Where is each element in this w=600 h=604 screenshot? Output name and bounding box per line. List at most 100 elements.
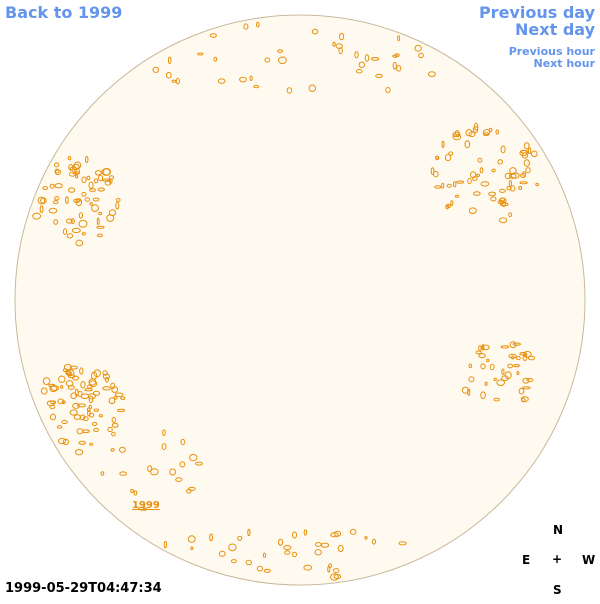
contour-168 [456, 180, 465, 184]
compass-east: E [522, 553, 531, 567]
contour-189 [495, 129, 499, 135]
contour-329 [119, 471, 127, 476]
contour-102 [89, 442, 93, 446]
contour-24 [75, 174, 79, 179]
contour-332 [119, 446, 126, 453]
contour-58 [66, 233, 74, 239]
contour-222 [516, 371, 520, 376]
contour-291 [230, 559, 237, 564]
contour-247 [521, 397, 526, 403]
contour-59 [84, 197, 91, 202]
contour-146 [509, 185, 516, 192]
contour-298 [303, 529, 308, 536]
contour-13 [54, 196, 60, 201]
contour-10 [67, 156, 72, 161]
contour-250 [484, 381, 488, 386]
contour-295 [349, 528, 357, 535]
contour-64 [40, 197, 47, 204]
contour-256 [339, 32, 345, 41]
contour-307 [283, 545, 292, 551]
contour-313 [330, 573, 339, 581]
contour-312 [228, 543, 237, 552]
contour-115 [40, 387, 48, 395]
contour-101 [89, 412, 95, 418]
contour-337 [133, 490, 138, 496]
observation-timestamp: 1999-05-29T04:47:34 [5, 581, 162, 596]
previous-hour-link[interactable]: Previous hour [508, 45, 595, 58]
contour-341 [195, 461, 203, 466]
contour-330 [130, 489, 135, 493]
contour-29 [115, 201, 120, 210]
contour-62 [32, 212, 41, 220]
contour-22 [39, 205, 44, 213]
contour-235 [496, 379, 506, 387]
contour-234 [511, 355, 515, 360]
contour-335 [161, 443, 167, 451]
contour-79 [72, 402, 80, 409]
contour-28 [96, 217, 100, 226]
contour-206 [510, 172, 520, 179]
contour-277 [249, 75, 253, 82]
previous-day-link[interactable]: Previous day [478, 3, 595, 22]
contour-232 [493, 397, 500, 402]
contour-78 [113, 396, 118, 400]
contour-139 [57, 398, 65, 405]
contour-72 [92, 390, 101, 396]
contour-240 [518, 387, 525, 395]
contour-301 [372, 538, 376, 545]
year-link[interactable]: 1999 [132, 500, 160, 511]
contour-17 [97, 187, 105, 192]
back-to-year-link[interactable]: Back to 1999 [5, 3, 123, 22]
contour-66 [102, 370, 108, 376]
contour-276 [418, 52, 424, 59]
contour-57 [81, 232, 86, 236]
contour-243 [527, 355, 536, 361]
compass-south: S [553, 583, 562, 597]
contour-255 [171, 79, 177, 83]
contour-136 [73, 414, 82, 420]
contour-33 [96, 225, 105, 229]
contour-177 [500, 145, 506, 154]
contour-229 [522, 355, 528, 361]
contour-233 [480, 363, 486, 370]
contour-226 [489, 363, 495, 371]
contour-191 [467, 177, 472, 185]
contour-106 [60, 385, 64, 389]
contour-103 [117, 408, 126, 412]
contour-323 [303, 564, 313, 571]
contour-185 [527, 147, 532, 155]
contour-287 [394, 53, 400, 58]
contour-227 [522, 386, 531, 390]
contour-14 [53, 219, 59, 225]
next-day-link[interactable]: Next day [515, 20, 595, 39]
contour-339 [180, 438, 186, 446]
contour-208 [450, 200, 454, 207]
contour-261 [311, 28, 319, 35]
contour-163 [434, 185, 442, 189]
contour-326 [100, 471, 105, 476]
contour-309 [337, 544, 344, 553]
contour-248 [519, 352, 527, 356]
contour-123 [58, 437, 67, 445]
contour-48 [102, 178, 111, 182]
contour-201 [430, 167, 435, 175]
contour-213 [508, 353, 517, 359]
contour-32 [65, 196, 69, 204]
contour-96 [72, 375, 80, 381]
contour-54 [54, 162, 60, 168]
contour-155 [480, 181, 490, 187]
contour-167 [453, 181, 457, 188]
contour-242 [461, 386, 469, 394]
contour-306 [245, 559, 253, 566]
next-hour-link[interactable]: Next hour [533, 57, 596, 70]
contour-94 [93, 427, 99, 432]
contour-156 [468, 207, 477, 214]
contour-164 [488, 191, 497, 197]
contour-40 [89, 188, 96, 192]
contour-263 [414, 44, 422, 52]
contour-119 [66, 370, 71, 375]
contour-184 [523, 159, 530, 167]
contour-344 [175, 477, 183, 482]
contour-260 [278, 56, 287, 65]
